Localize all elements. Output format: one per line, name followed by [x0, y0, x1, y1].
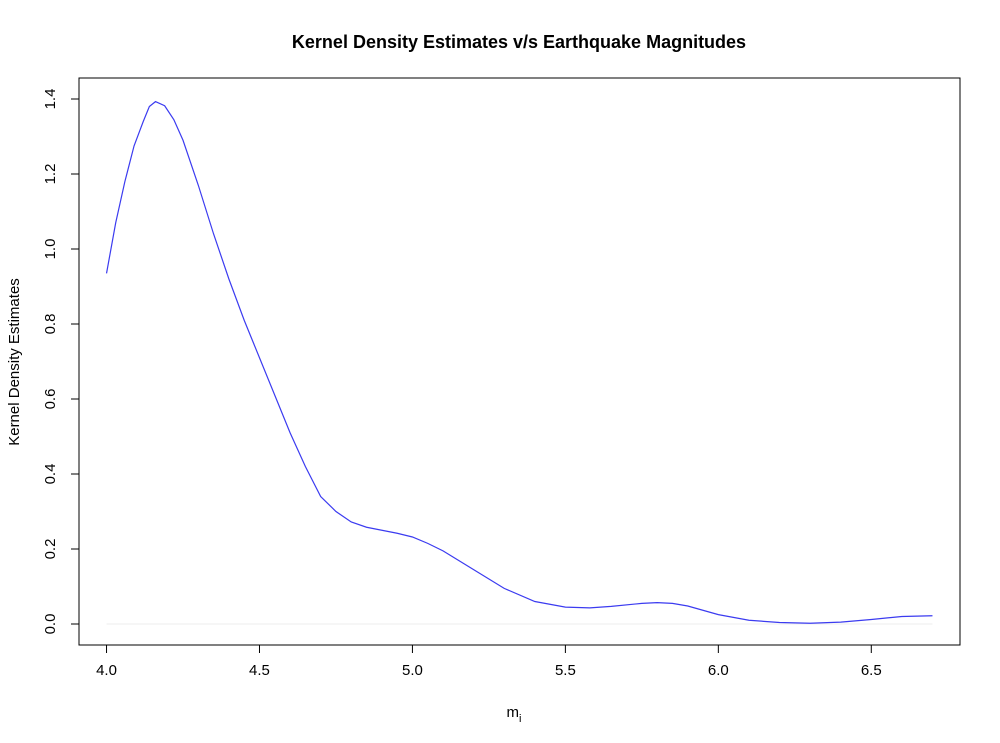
y-axis-label: Kernel Density Estimates	[6, 278, 23, 446]
y-tick-label: 0.2	[42, 539, 59, 560]
x-axis-label: mi	[507, 704, 522, 725]
chart-title: Kernel Density Estimates v/s Earthquake …	[292, 32, 746, 52]
y-tick-label: 1.0	[42, 239, 59, 260]
y-tick-label: 0.6	[42, 389, 59, 410]
x-tick-label: 6.0	[708, 662, 729, 679]
x-axis-label-main: m	[507, 704, 520, 721]
y-axis: 0.0 0.2 0.4 0.6 0.8 1.0 1.2 1.4	[42, 89, 80, 635]
x-axis: 4.0 4.5 5.0 5.5 6.0 6.5	[96, 644, 882, 679]
plot-area	[78, 77, 961, 646]
x-axis-label-subscript: i	[519, 713, 521, 725]
y-tick-label: 1.4	[42, 89, 59, 110]
density-curve-0	[105, 100, 933, 624]
x-tick-label: 6.5	[861, 662, 882, 679]
plot-frame	[78, 77, 961, 646]
x-tick-label: 4.0	[96, 662, 117, 679]
x-tick-label: 5.0	[402, 662, 423, 679]
x-tick-label: 4.5	[249, 662, 270, 679]
y-tick-label: 0.0	[42, 614, 59, 635]
y-tick-label: 0.4	[42, 464, 59, 485]
y-tick-label: 0.8	[42, 314, 59, 335]
y-tick-label: 1.2	[42, 164, 59, 185]
x-tick-label: 5.5	[555, 662, 576, 679]
